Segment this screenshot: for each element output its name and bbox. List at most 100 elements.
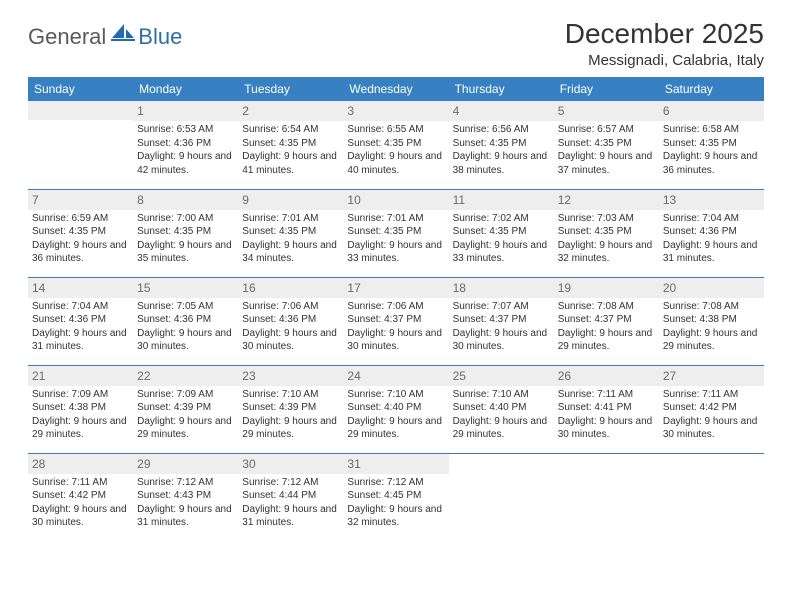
day-sun-info: Sunrise: 7:08 AM Sunset: 4:37 PM Dayligh…	[558, 300, 655, 354]
day-sun-info: Sunrise: 7:10 AM Sunset: 4:39 PM Dayligh…	[242, 388, 339, 442]
day-sun-info: Sunrise: 7:12 AM Sunset: 4:45 PM Dayligh…	[347, 476, 444, 530]
day-sun-info: Sunrise: 7:11 AM Sunset: 4:42 PM Dayligh…	[32, 476, 129, 530]
day-number: 14	[28, 278, 133, 298]
day-number: 13	[659, 190, 764, 210]
day-number: 30	[238, 454, 343, 474]
calendar-day-cell: 19Sunrise: 7:08 AM Sunset: 4:37 PM Dayli…	[554, 277, 659, 365]
title-block: December 2025 Messignadi, Calabria, Ital…	[565, 18, 764, 75]
calendar-day-cell: 25Sunrise: 7:10 AM Sunset: 4:40 PM Dayli…	[449, 365, 554, 453]
calendar-day-cell: 9Sunrise: 7:01 AM Sunset: 4:35 PM Daylig…	[238, 189, 343, 277]
calendar-day-cell: 18Sunrise: 7:07 AM Sunset: 4:37 PM Dayli…	[449, 277, 554, 365]
calendar-day-cell: 28Sunrise: 7:11 AM Sunset: 4:42 PM Dayli…	[28, 453, 133, 541]
calendar-day-cell	[28, 101, 133, 189]
weekday-header: Saturday	[659, 77, 764, 101]
day-sun-info: Sunrise: 7:11 AM Sunset: 4:42 PM Dayligh…	[663, 388, 760, 442]
day-number: 18	[449, 278, 554, 298]
calendar-day-cell: 5Sunrise: 6:57 AM Sunset: 4:35 PM Daylig…	[554, 101, 659, 189]
calendar-day-cell: 11Sunrise: 7:02 AM Sunset: 4:35 PM Dayli…	[449, 189, 554, 277]
day-sun-info: Sunrise: 6:58 AM Sunset: 4:35 PM Dayligh…	[663, 123, 760, 177]
calendar-table: Sunday Monday Tuesday Wednesday Thursday…	[28, 77, 764, 541]
calendar-day-cell: 27Sunrise: 7:11 AM Sunset: 4:42 PM Dayli…	[659, 365, 764, 453]
day-sun-info: Sunrise: 6:54 AM Sunset: 4:35 PM Dayligh…	[242, 123, 339, 177]
day-sun-info: Sunrise: 7:02 AM Sunset: 4:35 PM Dayligh…	[453, 212, 550, 266]
day-number: 3	[343, 101, 448, 121]
day-sun-info: Sunrise: 6:55 AM Sunset: 4:35 PM Dayligh…	[347, 123, 444, 177]
day-number: 12	[554, 190, 659, 210]
day-sun-info: Sunrise: 7:06 AM Sunset: 4:37 PM Dayligh…	[347, 300, 444, 354]
calendar-day-cell: 24Sunrise: 7:10 AM Sunset: 4:40 PM Dayli…	[343, 365, 448, 453]
logo: General Blue	[28, 24, 182, 50]
day-number: 23	[238, 366, 343, 386]
day-number: 29	[133, 454, 238, 474]
calendar-day-cell: 17Sunrise: 7:06 AM Sunset: 4:37 PM Dayli…	[343, 277, 448, 365]
calendar-week-row: 7Sunrise: 6:59 AM Sunset: 4:35 PM Daylig…	[28, 189, 764, 277]
day-number: 28	[28, 454, 133, 474]
day-sun-info: Sunrise: 7:03 AM Sunset: 4:35 PM Dayligh…	[558, 212, 655, 266]
day-sun-info: Sunrise: 7:00 AM Sunset: 4:35 PM Dayligh…	[137, 212, 234, 266]
calendar-day-cell: 2Sunrise: 6:54 AM Sunset: 4:35 PM Daylig…	[238, 101, 343, 189]
calendar-day-cell: 1Sunrise: 6:53 AM Sunset: 4:36 PM Daylig…	[133, 101, 238, 189]
weekday-header: Thursday	[449, 77, 554, 101]
day-number: 15	[133, 278, 238, 298]
day-number: 8	[133, 190, 238, 210]
day-number: 4	[449, 101, 554, 121]
day-sun-info: Sunrise: 7:10 AM Sunset: 4:40 PM Dayligh…	[453, 388, 550, 442]
day-sun-info: Sunrise: 7:06 AM Sunset: 4:36 PM Dayligh…	[242, 300, 339, 354]
calendar-day-cell: 6Sunrise: 6:58 AM Sunset: 4:35 PM Daylig…	[659, 101, 764, 189]
day-number: 9	[238, 190, 343, 210]
day-number: 19	[554, 278, 659, 298]
header: General Blue December 2025 Messignadi, C…	[28, 18, 764, 75]
day-number: 21	[28, 366, 133, 386]
day-number: 20	[659, 278, 764, 298]
weekday-header: Wednesday	[343, 77, 448, 101]
calendar-day-cell: 10Sunrise: 7:01 AM Sunset: 4:35 PM Dayli…	[343, 189, 448, 277]
weekday-header: Sunday	[28, 77, 133, 101]
month-title: December 2025	[565, 18, 764, 50]
calendar-day-cell: 3Sunrise: 6:55 AM Sunset: 4:35 PM Daylig…	[343, 101, 448, 189]
day-number: 10	[343, 190, 448, 210]
logo-sail-icon	[110, 22, 136, 47]
weekday-header: Tuesday	[238, 77, 343, 101]
calendar-day-cell: 13Sunrise: 7:04 AM Sunset: 4:36 PM Dayli…	[659, 189, 764, 277]
day-sun-info: Sunrise: 7:04 AM Sunset: 4:36 PM Dayligh…	[663, 212, 760, 266]
calendar-day-cell	[449, 453, 554, 541]
day-number: 26	[554, 366, 659, 386]
day-sun-info: Sunrise: 6:59 AM Sunset: 4:35 PM Dayligh…	[32, 212, 129, 266]
day-number: 17	[343, 278, 448, 298]
day-number: 1	[133, 101, 238, 121]
calendar-day-cell: 21Sunrise: 7:09 AM Sunset: 4:38 PM Dayli…	[28, 365, 133, 453]
day-sun-info: Sunrise: 7:05 AM Sunset: 4:36 PM Dayligh…	[137, 300, 234, 354]
calendar-day-cell: 29Sunrise: 7:12 AM Sunset: 4:43 PM Dayli…	[133, 453, 238, 541]
day-number: 22	[133, 366, 238, 386]
calendar-day-cell: 30Sunrise: 7:12 AM Sunset: 4:44 PM Dayli…	[238, 453, 343, 541]
calendar-day-cell: 7Sunrise: 6:59 AM Sunset: 4:35 PM Daylig…	[28, 189, 133, 277]
calendar-day-cell: 12Sunrise: 7:03 AM Sunset: 4:35 PM Dayli…	[554, 189, 659, 277]
weekday-header-row: Sunday Monday Tuesday Wednesday Thursday…	[28, 77, 764, 101]
calendar-day-cell: 22Sunrise: 7:09 AM Sunset: 4:39 PM Dayli…	[133, 365, 238, 453]
day-number: 6	[659, 101, 764, 121]
logo-text-blue: Blue	[138, 24, 182, 50]
day-sun-info: Sunrise: 7:09 AM Sunset: 4:39 PM Dayligh…	[137, 388, 234, 442]
weekday-header: Friday	[554, 77, 659, 101]
day-number: 25	[449, 366, 554, 386]
calendar-day-cell: 14Sunrise: 7:04 AM Sunset: 4:36 PM Dayli…	[28, 277, 133, 365]
day-sun-info: Sunrise: 7:12 AM Sunset: 4:44 PM Dayligh…	[242, 476, 339, 530]
calendar-day-cell: 23Sunrise: 7:10 AM Sunset: 4:39 PM Dayli…	[238, 365, 343, 453]
day-sun-info: Sunrise: 7:10 AM Sunset: 4:40 PM Dayligh…	[347, 388, 444, 442]
day-number: 16	[238, 278, 343, 298]
day-number: 2	[238, 101, 343, 121]
calendar-week-row: 1Sunrise: 6:53 AM Sunset: 4:36 PM Daylig…	[28, 101, 764, 189]
calendar-day-cell: 20Sunrise: 7:08 AM Sunset: 4:38 PM Dayli…	[659, 277, 764, 365]
day-sun-info: Sunrise: 6:57 AM Sunset: 4:35 PM Dayligh…	[558, 123, 655, 177]
day-number: 7	[28, 190, 133, 210]
day-number-empty	[28, 101, 133, 120]
day-sun-info: Sunrise: 7:09 AM Sunset: 4:38 PM Dayligh…	[32, 388, 129, 442]
weekday-header: Monday	[133, 77, 238, 101]
calendar-week-row: 14Sunrise: 7:04 AM Sunset: 4:36 PM Dayli…	[28, 277, 764, 365]
day-number: 24	[343, 366, 448, 386]
calendar-day-cell: 26Sunrise: 7:11 AM Sunset: 4:41 PM Dayli…	[554, 365, 659, 453]
calendar-day-cell: 16Sunrise: 7:06 AM Sunset: 4:36 PM Dayli…	[238, 277, 343, 365]
logo-text-general: General	[28, 24, 106, 50]
day-sun-info: Sunrise: 6:53 AM Sunset: 4:36 PM Dayligh…	[137, 123, 234, 177]
day-sun-info: Sunrise: 7:04 AM Sunset: 4:36 PM Dayligh…	[32, 300, 129, 354]
